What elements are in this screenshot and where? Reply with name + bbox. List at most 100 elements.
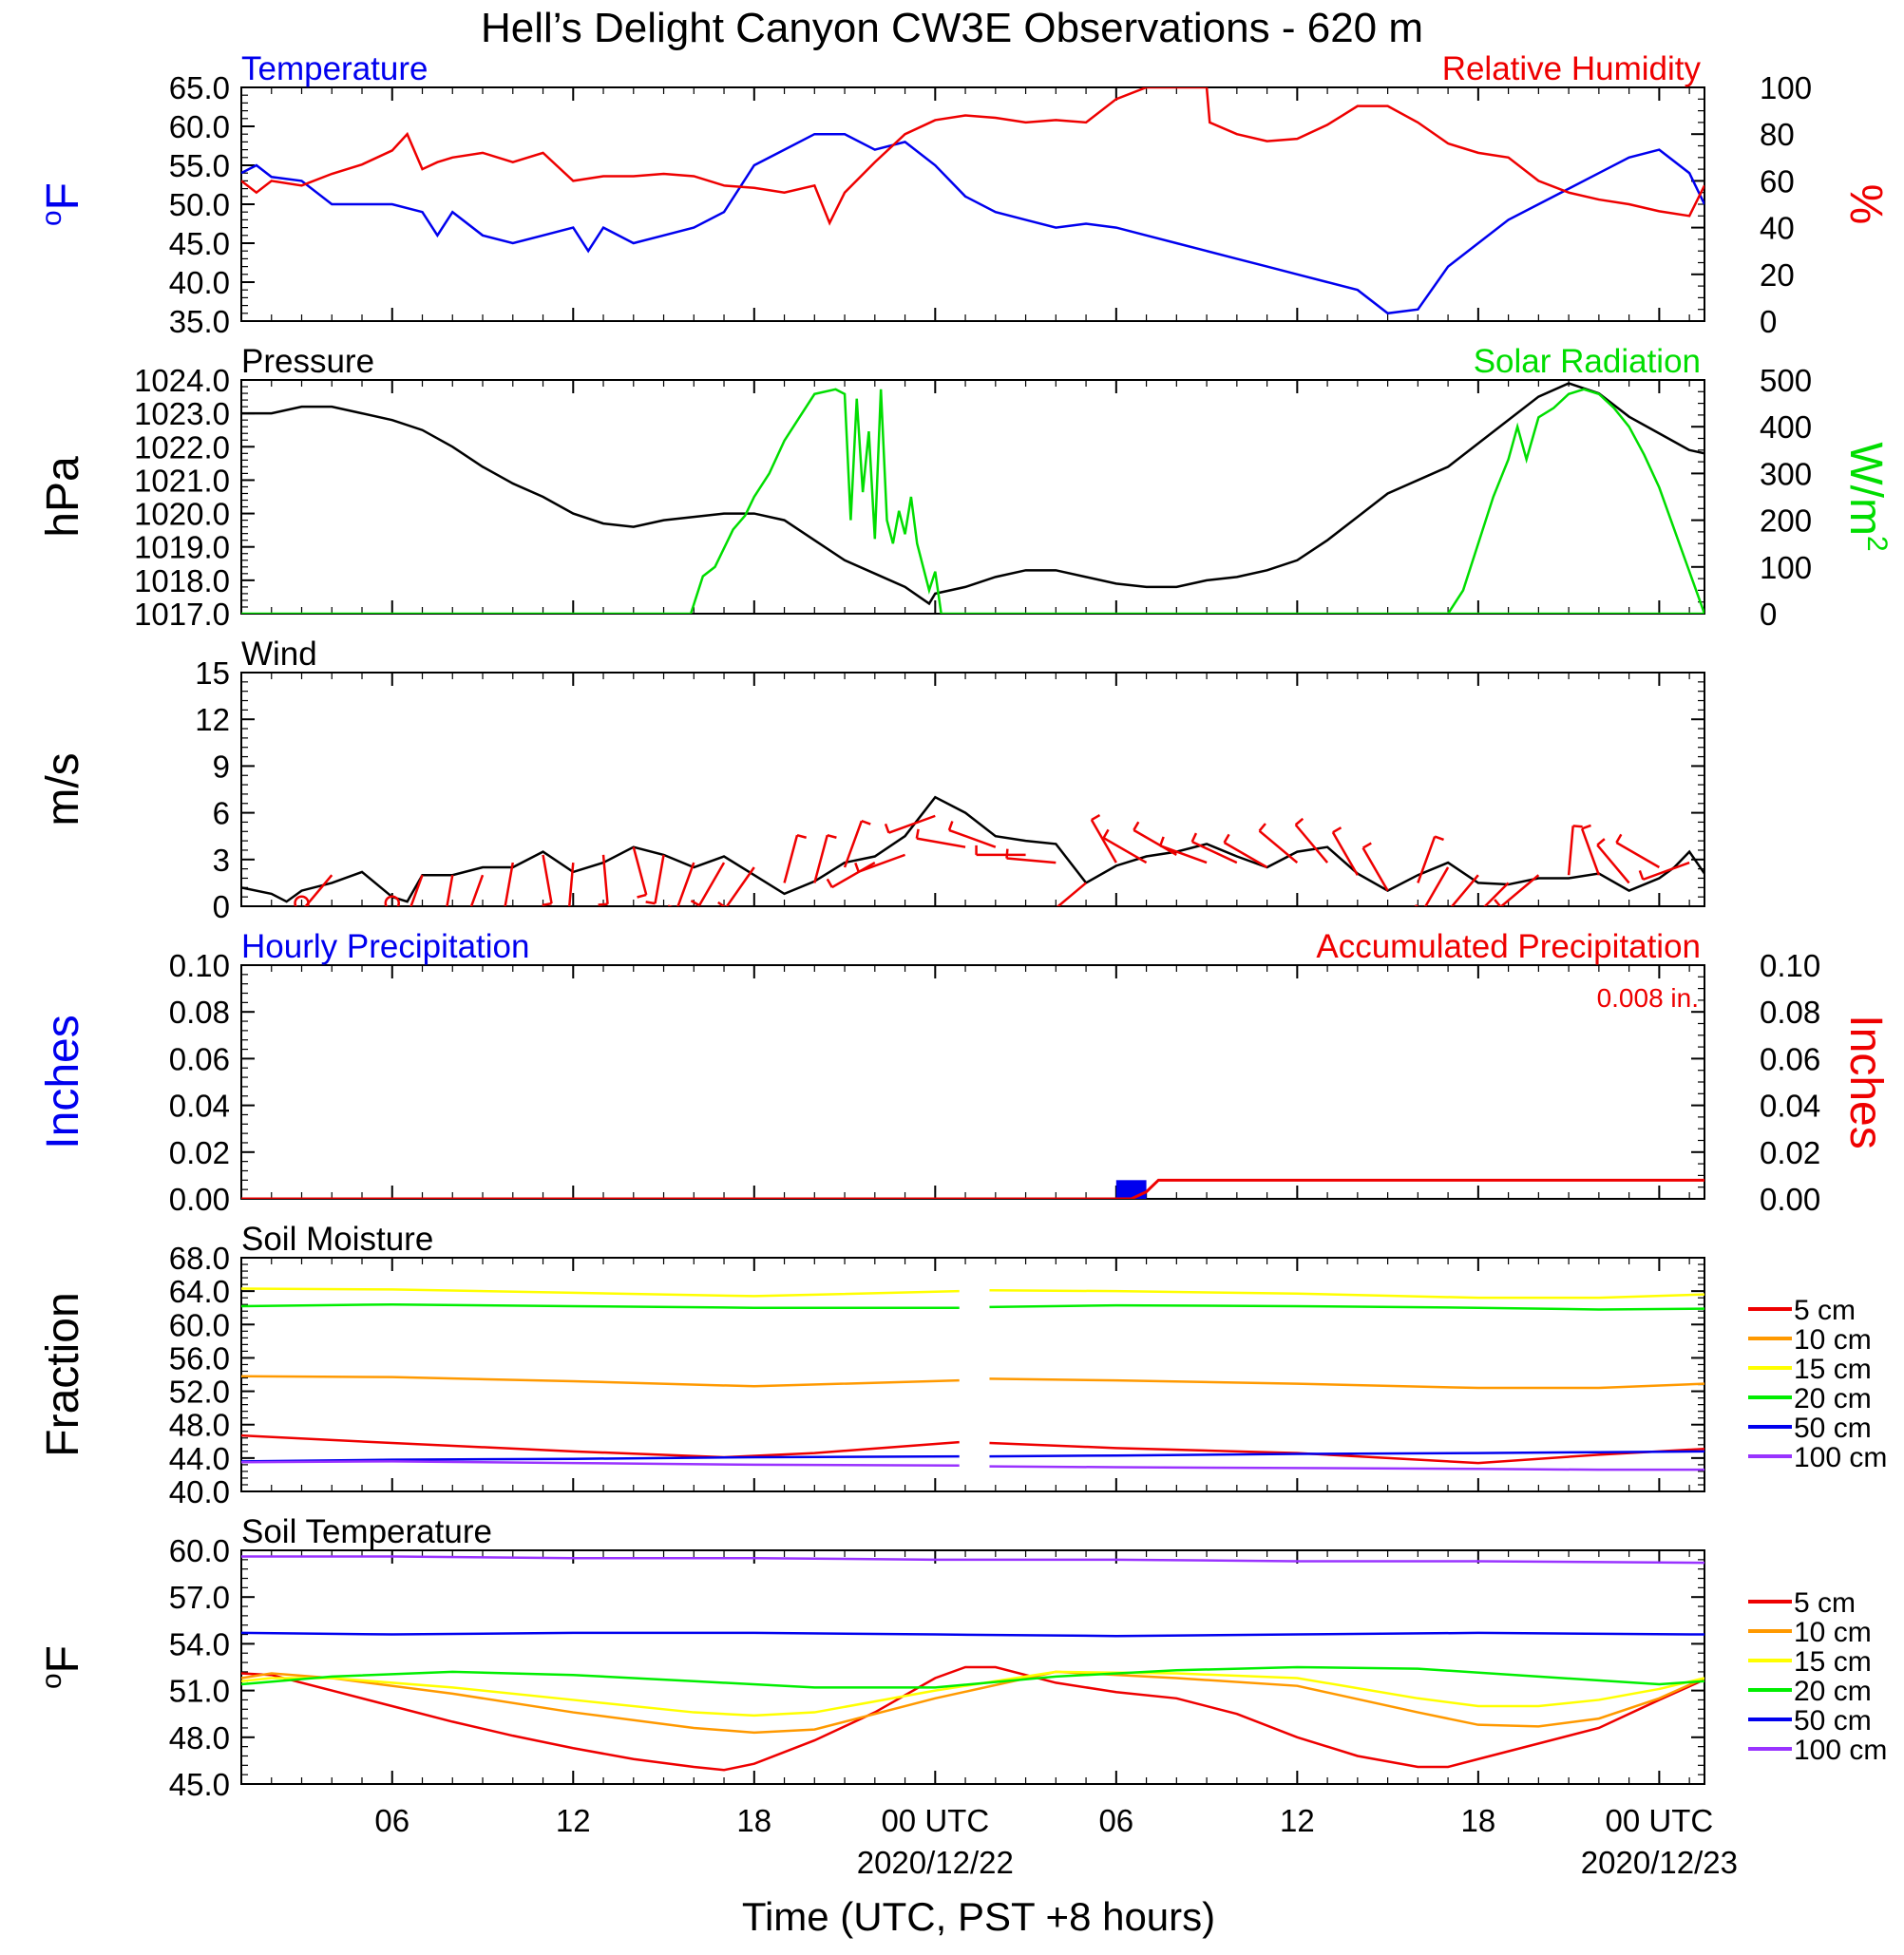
- y-right-tick-label: 300: [1760, 456, 1812, 491]
- y-right-tick-label: 0.04: [1760, 1089, 1820, 1124]
- y-left-tick-label: 15: [195, 655, 230, 691]
- y-right-tick-label: 60: [1760, 163, 1795, 199]
- wind-barb-flag: [560, 911, 569, 912]
- y-right-tick-label: 20: [1760, 257, 1795, 293]
- y-left-tick-label: 45.0: [169, 1767, 230, 1802]
- x-axis-label: Time (UTC, PST +8 hours): [742, 1894, 1215, 1939]
- y-left-tick-label: 52.0: [169, 1375, 230, 1410]
- panel-left-title: Pressure: [241, 343, 374, 380]
- panel-soil_temperature: 45.0 48.0 51.0 54.0 57.0 60.0 Soil Temperature…: [36, 1513, 1887, 1880]
- data-layer: [241, 382, 1704, 614]
- unit-letter: F: [38, 182, 88, 210]
- wind-barb-staff: [843, 820, 864, 868]
- series-line-5-cm: [241, 1665, 1704, 1772]
- wind-barb-staff: [1580, 827, 1601, 876]
- y-left-tick-label: 0.00: [169, 1182, 230, 1217]
- chart-title: Hell’s Delight Canyon CW3E Observations …: [481, 5, 1423, 51]
- legend-label: 20 cm: [1794, 1383, 1872, 1414]
- y-left-tick-label: 0.08: [169, 995, 230, 1030]
- wind-barb-flag: [1005, 848, 1009, 859]
- wind-barb-flag: [1434, 835, 1444, 842]
- y-left-tick-label: 56.0: [169, 1340, 230, 1376]
- series-line-15-cm: [989, 1289, 1704, 1300]
- y-left-tick-label: 1018.0: [134, 563, 230, 598]
- series-line-Solar-Radiation-day-2: [1418, 388, 1704, 614]
- wind-barb-staff: [813, 834, 828, 883]
- legend-label: 50 cm: [1794, 1705, 1872, 1737]
- wind-barb-flag: [457, 919, 466, 921]
- y-right-tick-label: 0: [1760, 304, 1777, 339]
- panel-wind: 0 3 6 9 12 15 Wind m/s: [38, 636, 1705, 924]
- y-left-axis-title: oF: [36, 1645, 88, 1689]
- y-left-axis-title: Inches: [38, 1015, 88, 1148]
- legend-label: 100 cm: [1794, 1442, 1887, 1473]
- wind-barb-staff: [858, 853, 905, 873]
- wind-barb-staff: [409, 874, 424, 906]
- legend-label: 15 cm: [1794, 1354, 1872, 1385]
- wind-barb-staff: [568, 862, 575, 906]
- data-layer: [241, 1555, 1704, 1772]
- wind-barb-flag: [1638, 870, 1645, 881]
- x-tick-label: 18: [1460, 1803, 1495, 1838]
- legend-label: 20 cm: [1794, 1676, 1872, 1707]
- y-left-tick-label: 1019.0: [134, 530, 230, 565]
- wind-barb-staff: [1159, 845, 1208, 864]
- wind-barb-staff: [632, 846, 648, 896]
- panel-left-title: Wind: [241, 636, 317, 673]
- y-left-tick-label: 57.0: [169, 1580, 230, 1615]
- x-tick-label: 18: [736, 1803, 771, 1838]
- y-left-tick-label: 55.0: [169, 148, 230, 183]
- wind-barb-flag: [1494, 899, 1502, 906]
- panel-left-title: Hourly Precipitation: [241, 928, 529, 965]
- y-left-tick-label: 40.0: [169, 265, 230, 300]
- series-line-20-cm: [241, 1302, 960, 1309]
- y-left-tick-label: 12: [195, 702, 230, 737]
- wind-barb-staff: [1615, 841, 1660, 869]
- y-left-axis-title: m/s: [38, 752, 88, 826]
- y-left-tick-label: 0.06: [169, 1041, 230, 1076]
- wind-barb-staff: [1499, 874, 1540, 906]
- wind-barb-flag: [1294, 817, 1304, 826]
- y-left-tick-label: 9: [213, 749, 230, 784]
- y-left-tick-label: 60.0: [169, 109, 230, 144]
- x-tick-label: 12: [556, 1803, 591, 1838]
- wind-barb-flag: [1190, 832, 1198, 843]
- wind-barb-staff: [1642, 861, 1690, 882]
- y-right-tick-label: 40: [1760, 211, 1795, 246]
- series-line-15-cm: [241, 1670, 1704, 1718]
- wind-barb-staff: [504, 862, 515, 906]
- y-left-tick-label: 44.0: [169, 1441, 230, 1476]
- legend-label: 5 cm: [1794, 1295, 1856, 1326]
- wind-barb-staff: [888, 814, 936, 834]
- y-left-tick-label: 51.0: [169, 1674, 230, 1709]
- wind-barb-staff: [1006, 857, 1057, 864]
- panel-precip: 0.00 0.02 0.04 0.06 0.08 0.10 0.00 0.02 0.04 0.06…: [38, 928, 1891, 1217]
- wind-barb-staff: [304, 874, 333, 906]
- accumulated-total-label: 0.008 in.: [1597, 983, 1699, 1013]
- hourly-precip-bar: [1115, 1180, 1147, 1199]
- wind-barb-flag: [826, 878, 833, 888]
- wind-barb-flag: [796, 833, 807, 839]
- plot-frame: [240, 379, 1705, 615]
- wind-barb-flag: [1414, 903, 1419, 906]
- x-tick-label: 06: [374, 1803, 409, 1838]
- wind-barb-staff: [676, 862, 695, 906]
- wind-barb-staff: [469, 874, 485, 906]
- series-line-Solar-Radiation: [241, 388, 1704, 614]
- y-right-tick-label: 500: [1760, 363, 1812, 398]
- wind-barb-flag: [827, 833, 837, 839]
- y-left-tick-label: 35.0: [169, 304, 230, 339]
- series-line-50-cm: [989, 1450, 1704, 1458]
- plot-frame: [240, 86, 1705, 322]
- y-left-tick-label: 54.0: [169, 1626, 230, 1661]
- unit-base: W/m: [1840, 442, 1891, 536]
- data-layer: [241, 1178, 1704, 1199]
- legend-label: 50 cm: [1794, 1413, 1872, 1444]
- wind-barb-flag: [1133, 821, 1140, 831]
- wind-barb-staff: [1450, 874, 1479, 906]
- y-left-tick-label: 1021.0: [134, 463, 230, 498]
- y-right-tick-label: 0: [1760, 597, 1777, 632]
- y-right-tick-label: 80: [1760, 117, 1795, 152]
- y-left-tick-label: 1020.0: [134, 497, 230, 532]
